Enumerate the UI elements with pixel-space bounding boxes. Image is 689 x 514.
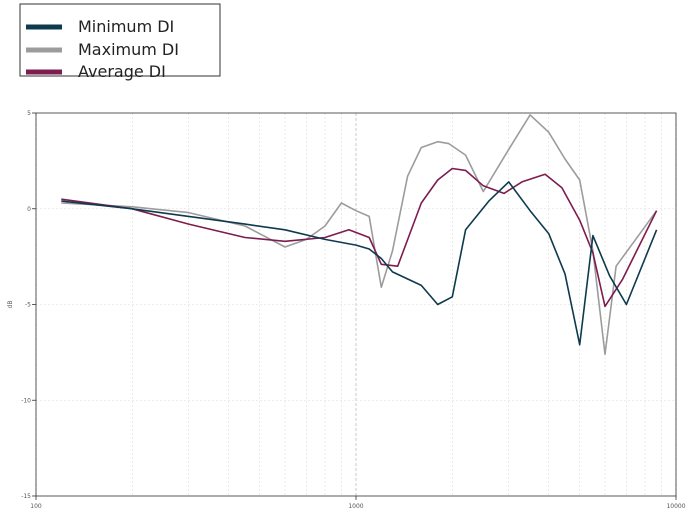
y-tick-label: 0 bbox=[27, 206, 31, 213]
y-tick-label: -15 bbox=[21, 493, 31, 500]
y-tick-label: -5 bbox=[25, 302, 31, 309]
series-line-maximum-di bbox=[61, 114, 658, 356]
x-tick-label: 10000 bbox=[666, 503, 685, 510]
legend-label-minimum-di: Minimum DI bbox=[78, 17, 174, 36]
series-line-minimum-di bbox=[61, 181, 658, 346]
y-tick-label: -10 bbox=[21, 397, 31, 404]
series-line-average-di bbox=[61, 167, 658, 308]
x-tick-label: 100 bbox=[30, 503, 42, 510]
x-tick-label: 1000 bbox=[348, 503, 363, 510]
series-lines bbox=[61, 114, 658, 356]
legend-label-average-di: Average DI bbox=[78, 62, 166, 81]
y-axis-label: dB bbox=[7, 301, 14, 309]
legend: Minimum DI Maximum DI Average DI bbox=[19, 3, 221, 81]
legend-box bbox=[19, 3, 221, 77]
y-tick-label: 5 bbox=[27, 110, 31, 117]
axis-ticks: 100 1000 10000 5 0 -5 -10 -15 bbox=[21, 110, 686, 510]
legend-label-maximum-di: Maximum DI bbox=[78, 40, 179, 59]
